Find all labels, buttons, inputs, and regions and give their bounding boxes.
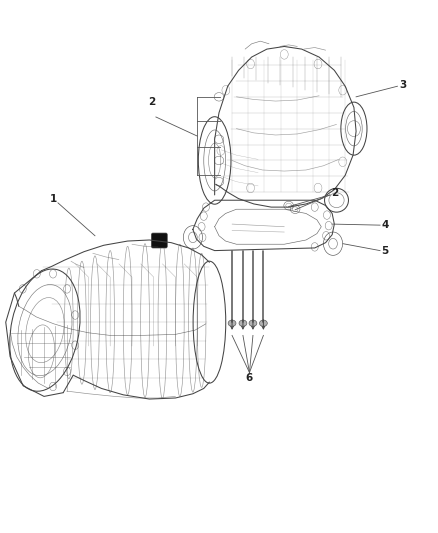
Text: 3: 3 — [399, 79, 406, 90]
Text: 2: 2 — [331, 188, 338, 198]
Text: 4: 4 — [381, 220, 389, 230]
Text: 6: 6 — [245, 373, 252, 383]
Ellipse shape — [259, 320, 267, 326]
Ellipse shape — [239, 320, 247, 326]
Text: 1: 1 — [50, 193, 57, 204]
FancyBboxPatch shape — [152, 233, 167, 248]
Text: 5: 5 — [381, 246, 389, 256]
Text: 2: 2 — [148, 97, 155, 107]
Ellipse shape — [249, 320, 257, 326]
Ellipse shape — [228, 320, 236, 326]
